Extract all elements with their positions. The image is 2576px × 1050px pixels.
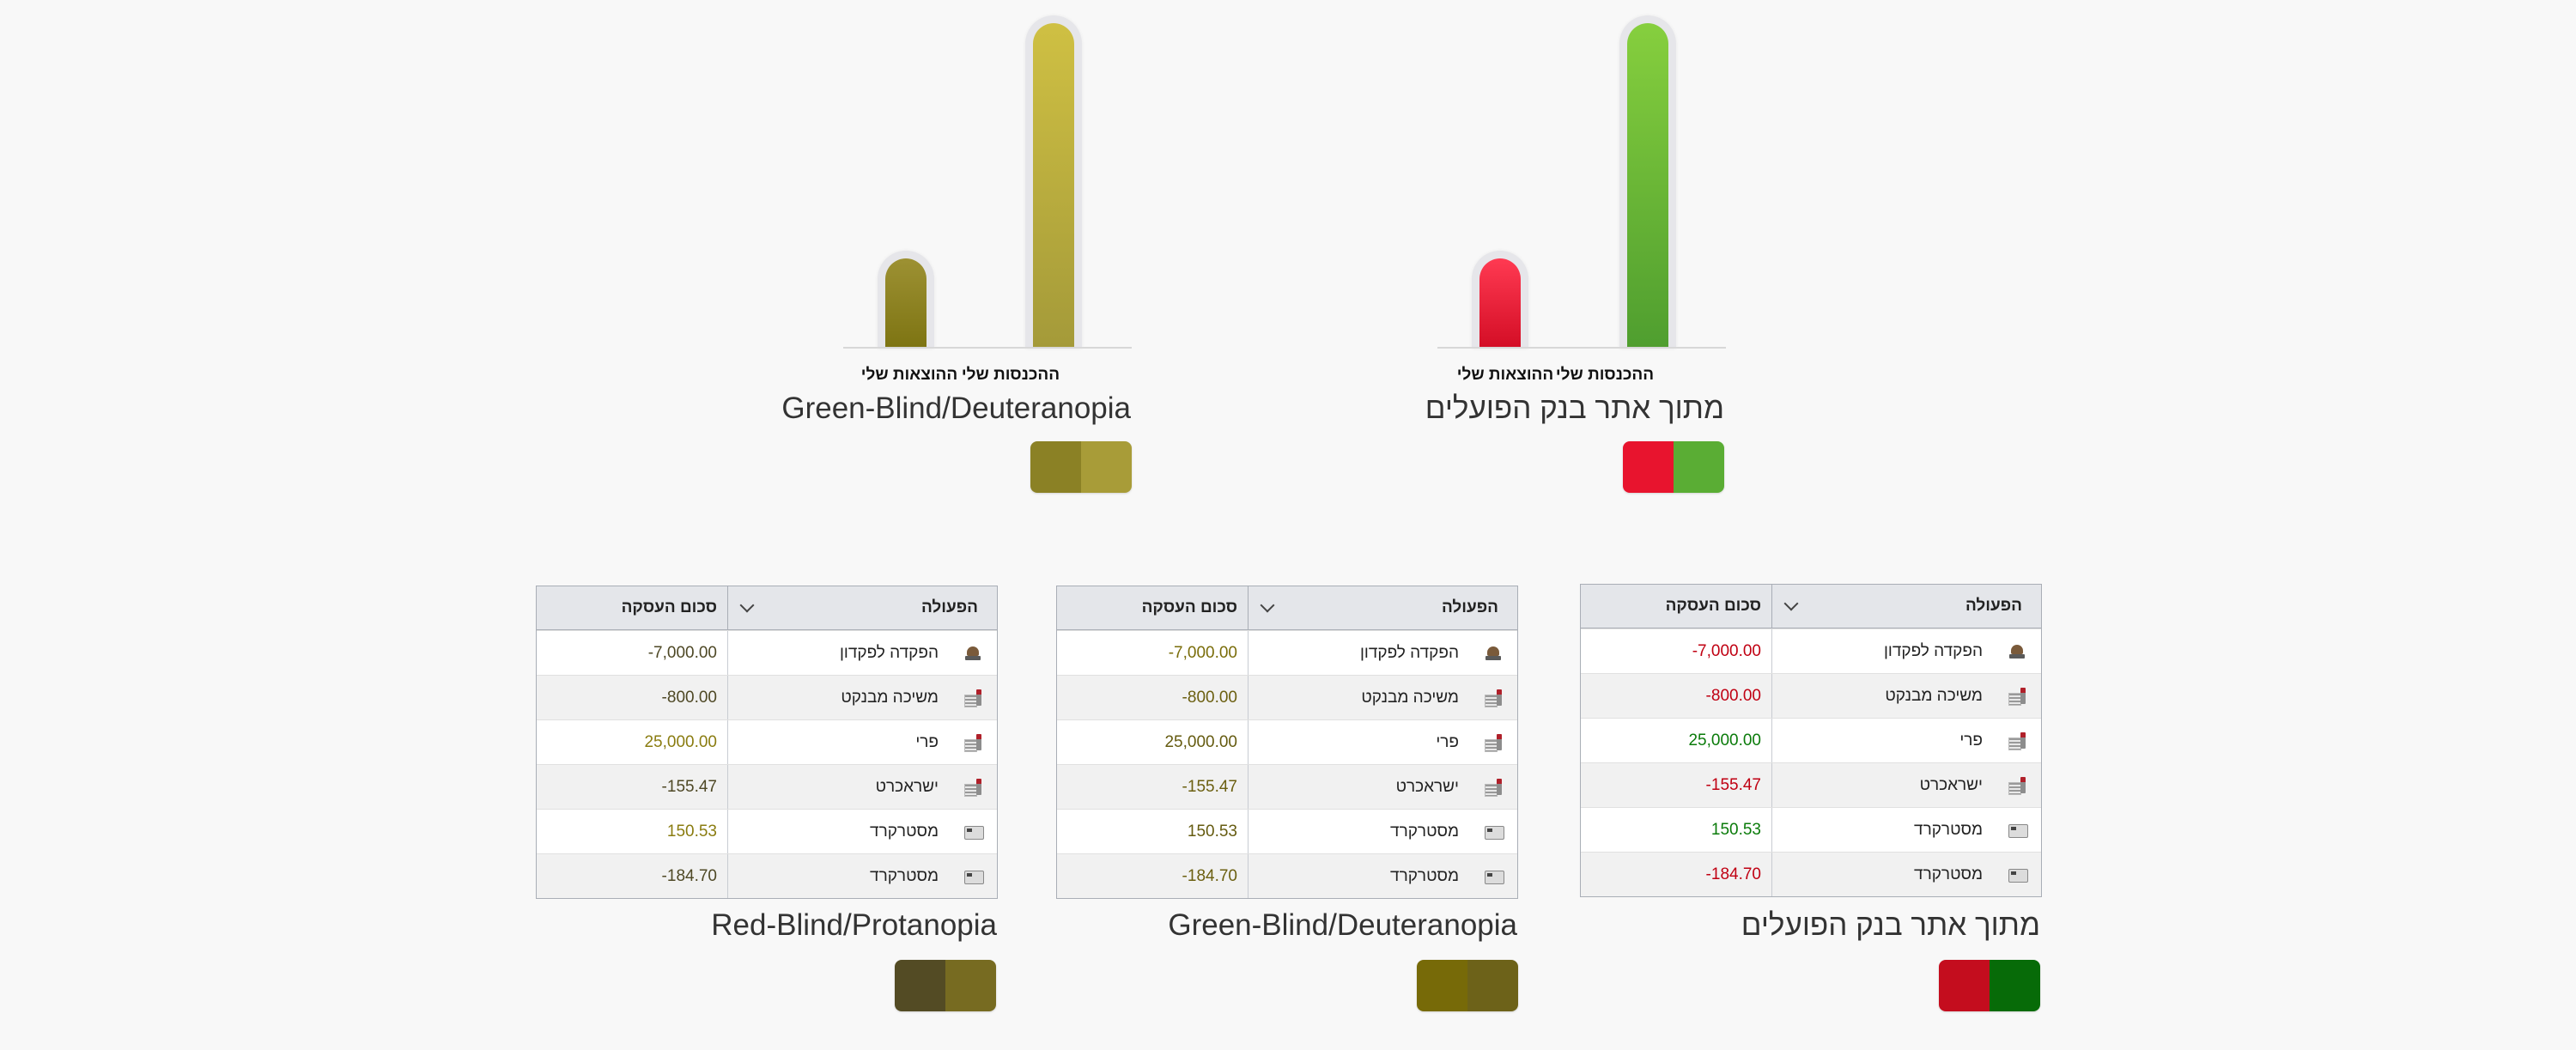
document-icon [2008, 776, 2027, 795]
document-icon [1485, 689, 1504, 707]
transactions-table-original: הפעולה סכום העסקה הפקדה לפקדון -7,000.00… [1580, 584, 2042, 897]
table-row[interactable]: מסטרקרד -184.70 [537, 853, 997, 898]
table-row[interactable]: הפקדה לפקדון -7,000.00 [1057, 630, 1517, 675]
table-row[interactable]: מסטרקרד 150.53 [537, 809, 997, 853]
table-row[interactable]: ישראכרט -155.47 [1581, 762, 2041, 807]
table-title-original: מתוך אתר בנק הפועלים [1741, 908, 2040, 942]
table-row[interactable]: מסטרקרד -184.70 [1057, 853, 1517, 898]
column-header-amount[interactable]: סכום העסקה [1665, 597, 1761, 615]
column-header-operation[interactable]: הפעולה [727, 586, 997, 629]
bar-label-income-deuteranopia: ההכנסות שלי [961, 366, 1060, 384]
chevron-down-icon[interactable] [739, 598, 755, 613]
bar-expense-deuteranopia [878, 251, 934, 349]
table-title-deuteranopia: Green-Blind/Deuteranopia [1168, 908, 1517, 942]
color-swatch-table-deuteranopia [1417, 960, 1518, 1011]
table-row[interactable]: הפקדה לפקדון -7,000.00 [537, 630, 997, 675]
document-icon [964, 689, 983, 707]
card-icon [2008, 822, 2028, 839]
table-row[interactable]: ישראכרט -155.47 [537, 764, 997, 809]
column-header-operation[interactable]: הפעולה [1248, 586, 1517, 629]
transactions-table-deuteranopia: הפעולה סכום העסקה הפקדה לפקדון -7,000.00… [1056, 586, 1518, 899]
deposit-icon [2008, 643, 2027, 660]
bar-label-income-original: ההכנסות שלי [1555, 366, 1655, 384]
column-header-operation[interactable]: הפעולה [1771, 585, 2041, 628]
table-title-protanopia: Red-Blind/Protanopia [711, 908, 997, 942]
table-row[interactable]: מסטרקרד 150.53 [1057, 809, 1517, 853]
table-row[interactable]: משיכה מבנקט -800.00 [537, 675, 997, 719]
bar-income-deuteranopia [1025, 15, 1082, 349]
deposit-icon [1485, 645, 1504, 662]
table-row[interactable]: משיכה מבנקט -800.00 [1581, 673, 2041, 718]
card-icon [2008, 866, 2028, 883]
card-icon [1485, 823, 1504, 841]
document-icon [1485, 778, 1504, 797]
table-row[interactable]: הפקדה לפקדון -7,000.00 [1581, 628, 2041, 673]
bar-income-original [1619, 15, 1676, 349]
document-icon [964, 733, 983, 752]
table-row[interactable]: מסטרקרד 150.53 [1581, 807, 2041, 852]
table-row[interactable]: פרי 25,000.00 [537, 719, 997, 764]
color-swatch-chart-original [1623, 441, 1724, 493]
chart-title-original: מתוך אתר בנק הפועלים [1425, 391, 1724, 425]
bar-expense-original [1472, 251, 1528, 349]
bar-chart-original [1437, 15, 1726, 349]
bar-label-expense-original: ההוצאות שלי [1456, 366, 1554, 384]
card-icon [964, 868, 984, 885]
column-header-amount[interactable]: סכום העסקה [621, 598, 717, 616]
color-swatch-table-original [1939, 960, 2040, 1011]
table-row[interactable]: מסטרקרד -184.70 [1581, 852, 2041, 896]
document-icon [2008, 731, 2027, 750]
document-icon [1485, 733, 1504, 752]
table-row[interactable]: פרי 25,000.00 [1057, 719, 1517, 764]
color-swatch-table-protanopia [895, 960, 996, 1011]
card-icon [1485, 868, 1504, 885]
table-row[interactable]: משיכה מבנקט -800.00 [1057, 675, 1517, 719]
column-header-amount[interactable]: סכום העסקה [1141, 598, 1237, 616]
color-swatch-chart-deuteranopia [1030, 441, 1132, 493]
document-icon [2008, 687, 2027, 706]
chevron-down-icon[interactable] [1783, 596, 1799, 611]
transactions-table-protanopia: הפעולה סכום העסקה הפקדה לפקדון -7,000.00… [536, 586, 998, 899]
card-icon [964, 823, 984, 841]
deposit-icon [964, 645, 983, 662]
bar-chart-deuteranopia [843, 15, 1132, 349]
bar-label-expense-deuteranopia: ההוצאות שלי [860, 366, 958, 384]
document-icon [964, 778, 983, 797]
table-row[interactable]: פרי 25,000.00 [1581, 718, 2041, 762]
chevron-down-icon[interactable] [1260, 598, 1275, 613]
table-row[interactable]: ישראכרט -155.47 [1057, 764, 1517, 809]
chart-title-deuteranopia: Green-Blind/Deuteranopia [781, 391, 1131, 425]
